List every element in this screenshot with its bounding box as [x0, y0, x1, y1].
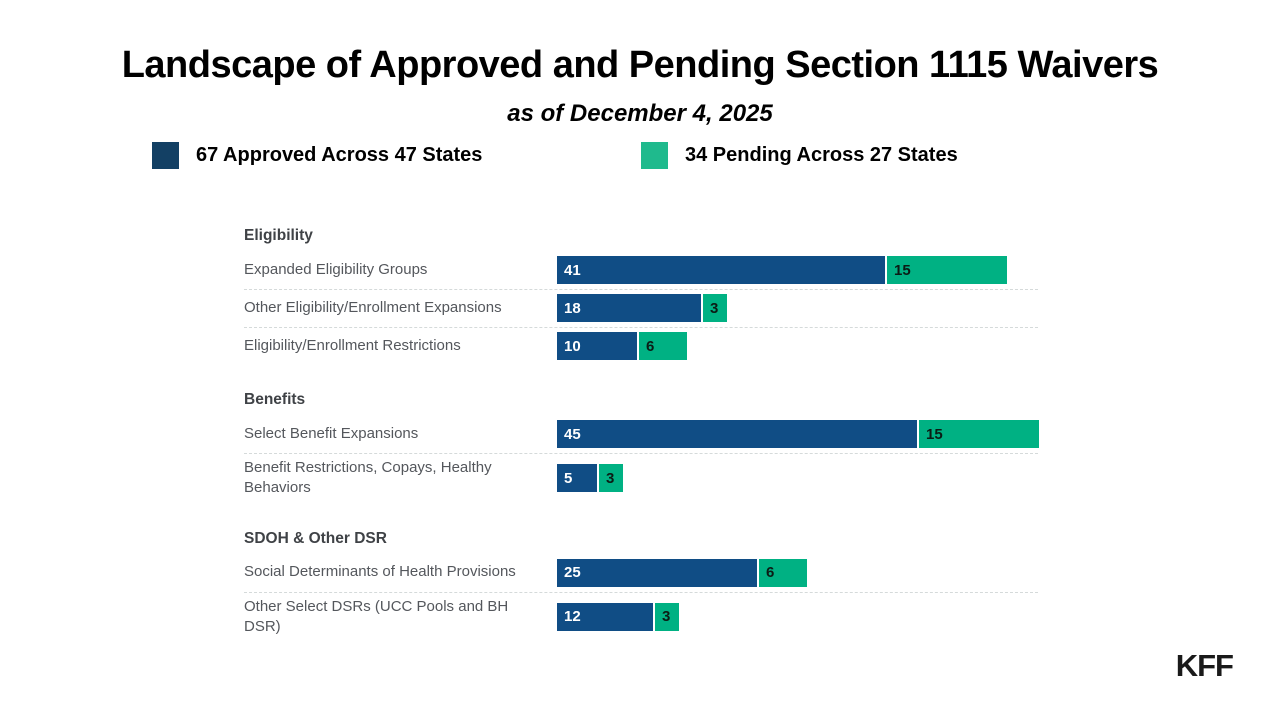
pending-value-label: 6 [646, 337, 655, 355]
section-header: Eligibility [244, 227, 313, 244]
pending-bar-segment: 6 [759, 558, 807, 587]
approved-swatch-icon [152, 142, 179, 169]
chart-row: Select Benefit Expansions 45 15 [244, 416, 1039, 453]
legend-label-pending: 34 Pending Across 27 States [685, 144, 958, 166]
approved-value-label: 25 [564, 564, 581, 581]
chart-row: Social Determinants of Health Provisions… [244, 555, 1038, 592]
pending-value-label: 3 [662, 608, 671, 626]
row-label: Other Eligibility/Enrollment Expansions [244, 298, 502, 316]
pending-value-label: 3 [710, 299, 719, 317]
pending-bar-segment: 15 [919, 420, 1039, 448]
approved-bar-segment: 18 [557, 294, 701, 322]
waiver-bar-chart: Eligibility Expanded Eligibility Groups 41… [244, 226, 1039, 643]
section-header: SDOH & Other DSR [244, 529, 387, 547]
approved-value-label: 12 [564, 608, 581, 626]
pending-bar-segment: 15 [887, 256, 1007, 284]
pending-value-label: 15 [926, 425, 943, 443]
chart-row: Benefit Restrictions, Copays, Healthy Be… [244, 453, 1038, 504]
row-label: Other Select DSRs (UCC Pools and BH DSR) [244, 597, 509, 635]
row-label: Social Determinants of Health Provisions [244, 563, 516, 581]
chart-section: SDOH & Other DSR Social Determinants of H… [244, 529, 1038, 643]
approved-bar-segment: 41 [557, 256, 885, 284]
kff-logo: KFF [1175, 648, 1234, 683]
legend-item-approved: 67 Approved Across 47 States [152, 142, 482, 169]
chart-section: Benefits Select Benefit Expansions 45 15 Ben… [244, 390, 1039, 504]
approved-value-label: 41 [564, 261, 581, 279]
bar-track: 41 15 [557, 256, 1038, 284]
pending-value-label: 3 [606, 469, 615, 487]
chart-row: Other Select DSRs (UCC Pools and BH DSR)… [244, 591, 1038, 643]
pending-bar-segment: 3 [655, 602, 679, 631]
approved-bar-segment: 45 [557, 420, 917, 448]
row-label: Eligibility/Enrollment Restrictions [244, 336, 461, 354]
approved-value-label: 10 [564, 337, 581, 355]
approved-value-label: 18 [564, 299, 581, 317]
page-subtitle: as of December 4, 2025 [507, 100, 773, 127]
chart-section: Eligibility Expanded Eligibility Groups 41… [244, 226, 1038, 365]
legend: 67 Approved Across 47 States 34 Pending … [152, 142, 1280, 172]
bar-track: 10 6 [557, 332, 1038, 360]
approved-bar-segment: 10 [557, 332, 637, 360]
bar-track: 25 6 [557, 558, 1038, 587]
page-title: Landscape of Approved and Pending Sectio… [121, 44, 1159, 86]
pending-value-label: 15 [894, 261, 911, 279]
chart-row: Eligibility/Enrollment Restrictions 10 6 [244, 327, 1038, 365]
pending-swatch-icon [641, 142, 668, 169]
approved-bar-segment: 25 [557, 558, 757, 587]
pending-value-label: 6 [766, 564, 775, 581]
approved-bar-segment: 12 [557, 602, 653, 631]
row-label: Expanded Eligibility Groups [244, 260, 428, 278]
bar-track: 18 3 [557, 294, 1038, 322]
approved-bar-segment: 5 [557, 464, 597, 493]
pending-bar-segment: 3 [599, 464, 623, 493]
bar-track: 12 3 [557, 602, 1038, 631]
pending-bar-segment: 6 [639, 332, 687, 360]
row-label: Select Benefit Expansions [244, 424, 419, 442]
approved-value-label: 45 [564, 425, 581, 443]
approved-value-label: 5 [564, 469, 573, 487]
row-label: Benefit Restrictions, Copays, Healthy Be… [244, 459, 492, 497]
section-header: Benefits [244, 391, 306, 408]
pending-bar-segment: 3 [703, 294, 727, 322]
legend-label-approved: 67 Approved Across 47 States [196, 144, 483, 166]
legend-item-pending: 34 Pending Across 27 States [641, 142, 958, 169]
bar-track: 45 15 [557, 420, 1039, 448]
chart-row: Other Eligibility/Enrollment Expansions 1… [244, 289, 1038, 327]
chart-row: Expanded Eligibility Groups 41 15 [244, 252, 1038, 289]
